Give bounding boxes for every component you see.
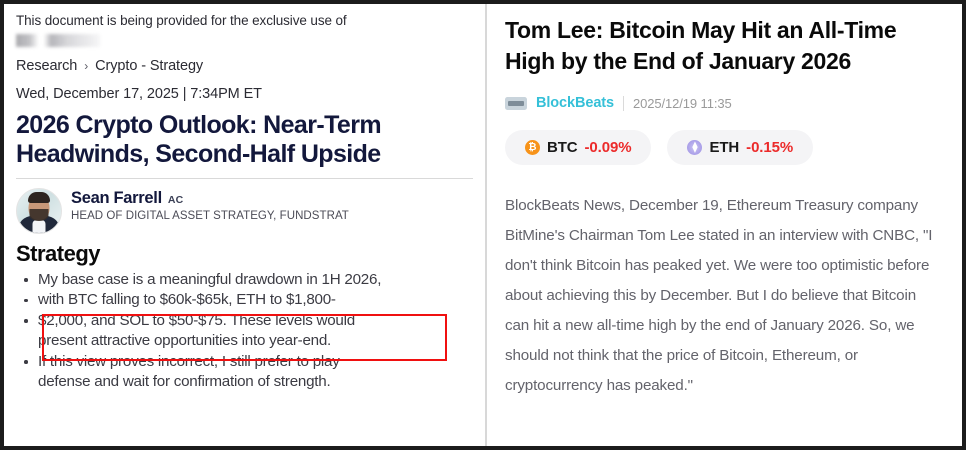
blockbeats-logo-icon	[505, 96, 527, 110]
ticker-chip-btc[interactable]: ₿ BTC -0.09%	[505, 130, 652, 166]
exclusive-use-disclaimer: This document is being provided for the …	[16, 13, 347, 28]
author-job-title: HEAD OF DIGITAL ASSET STRATEGY, FUNDSTRA…	[71, 209, 349, 222]
publish-date: Wed, December 17, 2025 | 7:34PM ET	[16, 85, 262, 102]
news-article-panel: Tom Lee: Bitcoin May Hit an All-Time Hig…	[487, 4, 962, 446]
bitcoin-icon: ₿	[525, 140, 540, 156]
list-item: $2,000, and SOL to $50-$75. These levels…	[16, 311, 473, 332]
bullet-dot-icon	[24, 298, 28, 303]
avatar	[16, 187, 62, 234]
list-item-text: defense and wait for confirmation of str…	[38, 373, 331, 391]
list-item-continuation: defense and wait for confirmation of str…	[16, 372, 473, 393]
bullet-dot-icon	[24, 278, 28, 282]
page-title: 2026 Crypto Outlook: Near-Term Headwinds…	[16, 110, 382, 169]
news-body-text: BlockBeats News, December 19, Ethereum T…	[505, 197, 933, 395]
section-heading-strategy: Strategy	[16, 240, 101, 266]
list-item-continuation: present attractive opportunities into ye…	[16, 331, 473, 352]
list-item-text: My base case is a meaningful drawdown in…	[38, 270, 382, 288]
ticker-chip-list: ₿ BTC -0.09% ⧫ ETH -0.15%	[505, 130, 944, 166]
bullet-dot-icon	[24, 360, 28, 364]
list-item-text: $2,000, and SOL to $50-$75. These levels…	[38, 311, 355, 329]
breadcrumb: Research › Crypto - Strategy	[16, 58, 473, 74]
research-note-panel: This document is being provided for the …	[4, 4, 487, 446]
divider	[622, 95, 624, 111]
ticker-change: -0.15%	[746, 139, 794, 157]
list-item-text: present attractive opportunities into ye…	[38, 332, 332, 350]
ethereum-icon: ⧫	[687, 140, 703, 156]
news-headline: Tom Lee: Bitcoin May Hit an All-Time Hig…	[505, 17, 897, 75]
ticker-symbol: ETH	[709, 139, 740, 157]
bullet-dot-icon	[24, 319, 28, 323]
author-name: Sean Farrell	[71, 188, 162, 207]
strategy-bullet-list: My base case is a meaningful drawdown in…	[16, 270, 473, 393]
divider	[16, 177, 473, 179]
author-block: Sean Farrell AC HEAD OF DIGITAL ASSET ST…	[16, 187, 473, 234]
list-item: with BTC falling to $60k-$65k, ETH to $1…	[16, 290, 473, 311]
ticker-chip-eth[interactable]: ⧫ ETH -0.15%	[667, 130, 814, 166]
author-credential-badge: AC	[167, 193, 184, 206]
news-byline: BlockBeats 2025/12/19 11:35	[505, 95, 944, 111]
breadcrumb-item-current[interactable]: Crypto - Strategy	[95, 57, 204, 74]
chevron-right-icon: ›	[84, 58, 89, 73]
list-item: If this view proves incorrect, I still p…	[16, 352, 473, 373]
list-item: My base case is a meaningful drawdown in…	[16, 270, 473, 291]
ticker-change: -0.09%	[584, 139, 632, 157]
list-item-text: If this view proves incorrect, I still p…	[38, 352, 340, 370]
ticker-symbol: BTC	[547, 139, 578, 157]
news-source-name[interactable]: BlockBeats	[536, 95, 614, 112]
redacted-recipient-name	[16, 33, 100, 47]
list-item-text: with BTC falling to $60k-$65k, ETH to $1…	[38, 291, 336, 309]
news-timestamp: 2025/12/19 11:35	[632, 95, 732, 111]
breadcrumb-item-research[interactable]: Research	[16, 57, 78, 74]
